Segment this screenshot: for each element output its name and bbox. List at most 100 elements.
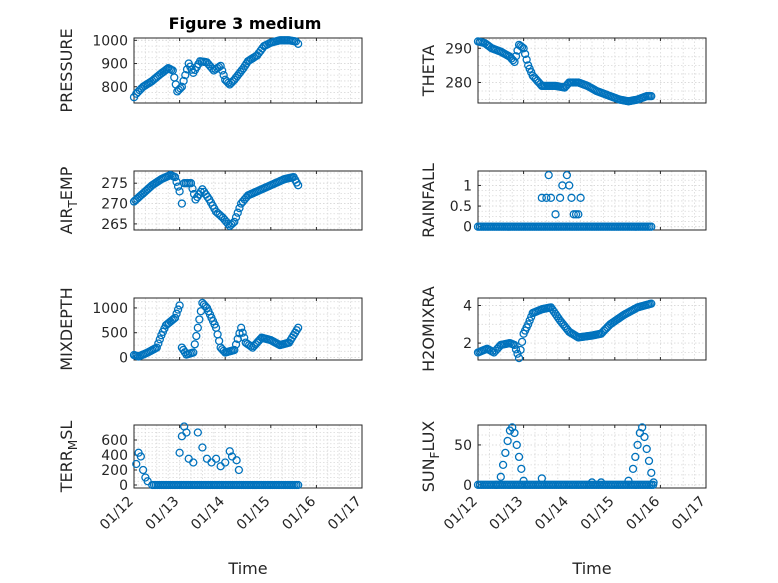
y-tick-label: 50 xyxy=(454,438,472,454)
data-point xyxy=(640,432,649,442)
data-point xyxy=(172,309,181,318)
data-point xyxy=(172,177,181,187)
data-point xyxy=(516,345,525,355)
data-point xyxy=(511,345,521,354)
y-tick-label: 275 xyxy=(101,176,128,192)
data-point xyxy=(175,448,184,457)
data-point xyxy=(647,468,656,477)
axes-frame xyxy=(133,297,363,361)
data-point xyxy=(176,84,185,93)
axes-frame xyxy=(477,37,707,104)
data-point xyxy=(647,92,656,101)
data-point xyxy=(237,323,246,332)
y-tick-label: 600 xyxy=(101,433,128,449)
data-point xyxy=(152,343,161,352)
y-tick-label: 0 xyxy=(463,478,472,494)
data-point xyxy=(138,465,148,475)
data-point xyxy=(246,342,256,351)
data-point xyxy=(173,305,183,314)
data-point xyxy=(517,337,527,346)
data-point xyxy=(644,456,654,466)
data-point xyxy=(498,460,508,470)
x-axis-label: Time xyxy=(571,559,611,578)
data-point xyxy=(520,49,530,59)
data-point xyxy=(511,52,521,61)
data-point xyxy=(537,193,546,202)
data-point xyxy=(514,452,524,462)
data-point xyxy=(136,452,145,461)
data-point xyxy=(240,333,249,342)
data-point xyxy=(175,187,184,196)
data-point xyxy=(162,65,171,74)
data-point xyxy=(648,480,658,489)
y-axis-label: H2OMIXRA xyxy=(419,286,438,372)
data-point xyxy=(177,82,187,91)
data-point xyxy=(647,222,656,231)
y-tick-label: 500 xyxy=(101,326,128,342)
data-point xyxy=(294,181,303,190)
data-point xyxy=(631,452,640,462)
data-point xyxy=(216,61,225,71)
data-point xyxy=(517,464,526,474)
y-tick-label: 0 xyxy=(463,220,472,236)
data-point xyxy=(186,179,196,188)
figure-title: Figure 3 medium xyxy=(169,14,322,33)
data-point xyxy=(233,208,242,217)
data-point xyxy=(230,217,239,227)
y-axis-label: THETA xyxy=(419,45,438,97)
data-point xyxy=(517,42,527,52)
data-point xyxy=(231,213,241,222)
data-point xyxy=(519,44,528,53)
data-point xyxy=(193,428,202,437)
data-point xyxy=(551,210,560,219)
data-point xyxy=(238,328,247,337)
data-point xyxy=(218,66,227,75)
data-point xyxy=(179,76,188,86)
data-point xyxy=(546,193,556,202)
y-tick-label: 265 xyxy=(101,217,128,233)
data-point xyxy=(232,456,241,465)
y-tick-label: 800 xyxy=(101,80,128,96)
data-point xyxy=(503,436,512,446)
data-point xyxy=(555,193,565,202)
subplot-rainfall: 0 0.5 1 RAINFALL xyxy=(419,163,707,238)
data-point xyxy=(642,444,651,454)
data-point xyxy=(294,39,303,48)
y-tick-label: 4 xyxy=(463,299,472,315)
y-tick-label: 200 xyxy=(101,463,128,479)
y-tick-label: 270 xyxy=(101,197,128,213)
subplot-theta: 280 290 THETA xyxy=(419,37,707,106)
y-axis-label: TERRMSL xyxy=(57,421,80,494)
data-point xyxy=(638,423,647,432)
data-point xyxy=(211,454,221,463)
subplot-h2omixra: 2 4 H2OMIXRA xyxy=(419,286,707,372)
y-tick-label: 400 xyxy=(101,448,128,464)
y-axis-label: MIXDEPTH xyxy=(57,287,76,370)
data-point xyxy=(170,172,180,182)
y-tick-label: 1000 xyxy=(92,33,128,49)
y-tick-label: 900 xyxy=(101,57,128,73)
y-axis-label: AIRTEMP xyxy=(57,166,80,234)
y-tick-label: 0 xyxy=(119,351,128,367)
data-point xyxy=(230,345,239,355)
data-point xyxy=(522,55,531,64)
subplot-pressure: 800 900 1000 PRESSURE xyxy=(57,28,363,113)
y-tick-label: 0.5 xyxy=(450,199,472,215)
data-point xyxy=(567,193,576,202)
data-point xyxy=(170,313,180,322)
data-point xyxy=(524,320,533,329)
data-point xyxy=(542,193,551,202)
data-point xyxy=(195,315,204,324)
y-tick-label: 2 xyxy=(463,336,472,352)
data-point xyxy=(496,472,505,481)
data-point xyxy=(574,210,583,219)
axes-frame xyxy=(477,297,707,361)
data-point xyxy=(192,331,201,341)
data-point xyxy=(501,448,510,458)
data-point xyxy=(291,37,301,46)
y-axis-label: RAINFALL xyxy=(419,163,438,238)
data-point xyxy=(565,181,574,190)
data-point xyxy=(510,57,519,67)
data-point xyxy=(562,170,572,180)
